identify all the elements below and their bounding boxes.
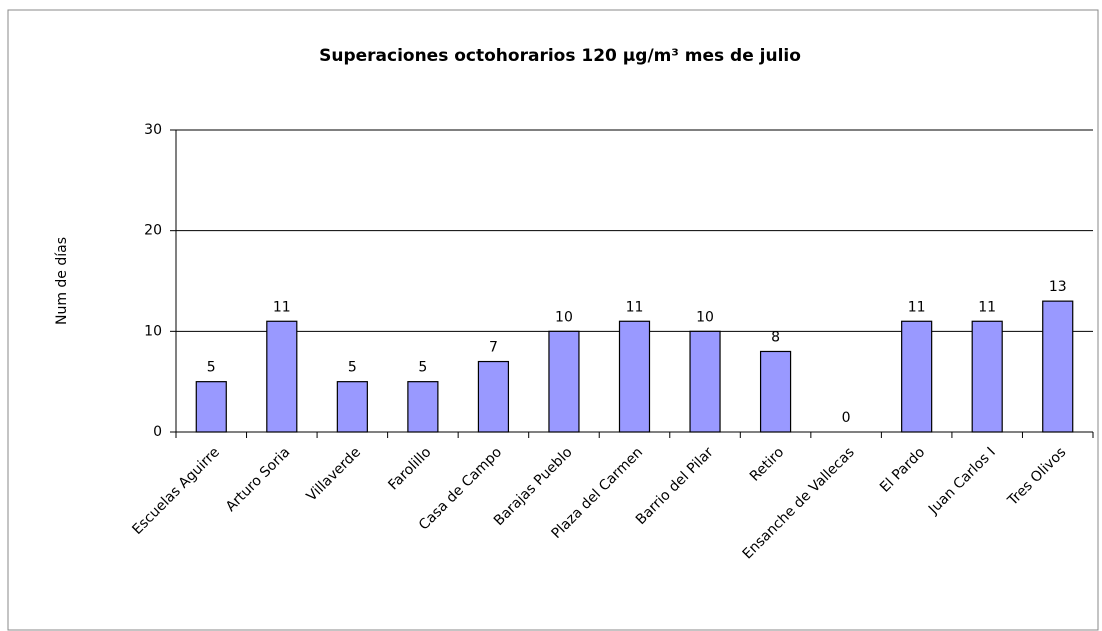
bar — [901, 320, 933, 433]
y-tick-label: 10 — [144, 323, 162, 339]
data-label: 5 — [418, 360, 427, 376]
bar — [266, 320, 298, 433]
data-label: 13 — [1049, 279, 1067, 295]
data-label: 0 — [842, 410, 851, 426]
data-label: 10 — [555, 309, 573, 325]
data-label: 7 — [489, 340, 498, 356]
y-tick-label: 0 — [153, 424, 162, 440]
bar — [1042, 300, 1074, 433]
bar — [689, 330, 721, 433]
data-label: 11 — [978, 299, 996, 315]
bar — [971, 320, 1003, 433]
data-label: 5 — [207, 360, 216, 376]
data-label: 11 — [273, 299, 291, 315]
y-tick-label: 30 — [144, 122, 162, 138]
bar — [407, 381, 439, 433]
data-label: 11 — [626, 299, 644, 315]
data-label: 10 — [696, 309, 714, 325]
chart-title: Superaciones octohorarios 120 µg/m³ mes … — [319, 46, 801, 66]
data-label: 11 — [908, 299, 926, 315]
bar — [548, 330, 580, 433]
data-label: 8 — [771, 329, 780, 345]
bar — [759, 350, 792, 433]
y-tick-label: 20 — [144, 223, 162, 239]
y-axis-label: Num de días — [54, 237, 70, 325]
bar — [618, 320, 651, 433]
bar — [336, 381, 368, 433]
bar — [195, 381, 227, 433]
chart-frame — [7, 9, 1099, 631]
bar — [477, 360, 510, 433]
data-label: 5 — [348, 360, 357, 376]
